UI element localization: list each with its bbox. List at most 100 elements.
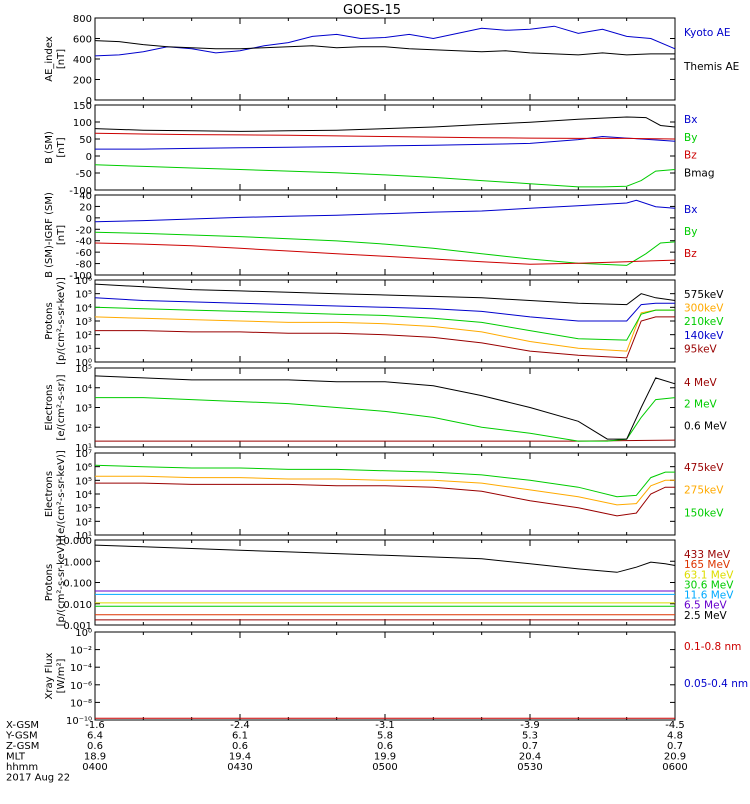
footer-value: 20.9 — [664, 752, 686, 763]
legend-label: 4 MeV — [684, 377, 718, 389]
legend-label: 0.1-0.8 nm — [684, 641, 741, 653]
series-line-2-5-mev — [94, 544, 676, 573]
footer-value: 0500 — [372, 762, 397, 773]
y-tick-label: 50 — [79, 135, 92, 146]
series-line-475kev — [95, 482, 675, 517]
y-tick-label: 10⁻² — [70, 646, 92, 657]
footer-value: 0600 — [662, 762, 687, 773]
panel-frame — [94, 17, 676, 101]
y-axis-label: [nT] — [56, 49, 67, 69]
series-line-575kev — [94, 283, 676, 306]
y-axis-label: [e/(cm²-s-sr-keV)] — [56, 450, 67, 538]
plot-title: GOES-15 — [343, 3, 401, 18]
legend-label: 0.6 MeV — [684, 420, 728, 432]
legend-label: By — [684, 226, 697, 238]
legend-label: 11.6 MeV — [684, 590, 734, 602]
y-tick-label: -100 — [69, 271, 92, 282]
footer-value: -3.1 — [375, 720, 395, 731]
y-tick-label: 10⁴ — [75, 490, 92, 501]
legend-label: 575keV — [684, 289, 724, 301]
y-tick-label: 10⁵ — [75, 364, 92, 375]
y-tick-label: 0 — [86, 214, 92, 225]
y-tick-label: 600 — [73, 35, 92, 46]
legend-label: 95keV — [684, 343, 718, 355]
series-line-bz — [94, 132, 676, 140]
y-tick-label: 0.001 — [63, 621, 92, 632]
y-axis-label: [e/(cm²-s-sr)] — [56, 374, 67, 440]
series-line-210kev — [94, 306, 675, 341]
footer-value: 6.4 — [87, 731, 103, 742]
y-tick-label: -100 — [69, 186, 92, 197]
series-line-140kev — [94, 297, 675, 322]
panel-frame — [94, 104, 676, 191]
y-axis-label: Protons — [44, 302, 55, 339]
legend-label: 165 MeV — [684, 559, 731, 571]
footer-value: 0.7 — [667, 741, 683, 752]
panel-6: 10¹ 10² 10³ 10⁴ 10⁵ 10⁶ 10⁷ Electrons [e/(cm²-s-… — [44, 449, 724, 542]
legend-label: Bmag — [684, 167, 715, 179]
y-tick-label: 10² — [75, 423, 92, 434]
legend-label: 150keV — [684, 507, 724, 519]
panel-8: 10⁻¹⁰ 10⁻⁸ 10⁻⁶ 10⁻⁴ 10⁻² 10⁰ Xray Flux [W/m²] 0… — [44, 628, 748, 727]
y-tick-label: 0.100 — [63, 579, 92, 590]
y-tick-label: 10⁻¹⁰ — [66, 716, 92, 727]
y-tick-label: 10⁶ — [75, 276, 92, 287]
legend-label: 0.05-0.4 nm — [684, 678, 748, 690]
series-line-0-6-mev — [94, 375, 676, 440]
series-line-150kev — [94, 464, 675, 498]
y-tick-label: 10⁷ — [75, 449, 92, 460]
y-tick-label: 200 — [73, 76, 92, 87]
series-line-bmag — [94, 116, 676, 132]
y-axis-label: B (SM)-IGRF (SM) — [44, 192, 55, 278]
series-line-275kev — [95, 475, 675, 506]
y-tick-label: 10² — [75, 331, 92, 342]
footer-date: 2017 Aug 22 — [6, 773, 70, 784]
y-axis-label: [nT] — [56, 225, 67, 245]
footer-row-label: Y-GSM — [5, 731, 38, 742]
y-tick-label: 10⁵ — [75, 290, 92, 301]
y-tick-label: 10¹ — [75, 531, 92, 542]
y-axis-label: [p/(cm²-s-sr-keV)] — [56, 539, 67, 627]
footer-value: 18.9 — [84, 752, 106, 763]
panel-4: 10⁰ 10¹ 10² 10³ 10⁴ 10⁵ 10⁶ Protons [p/(cm²-s-sr… — [44, 276, 724, 369]
y-tick-label: 10⁰ — [75, 628, 92, 639]
y-tick-label: 10³ — [75, 504, 92, 515]
footer-value: 0430 — [227, 762, 252, 773]
legend-label: Bz — [684, 150, 697, 162]
y-tick-label: -50 — [76, 169, 92, 180]
series-line-by — [94, 164, 676, 188]
y-tick-label: 400 — [73, 55, 92, 66]
y-tick-label: 1.000 — [63, 557, 92, 568]
panel-frame — [94, 631, 676, 721]
y-tick-label: 10⁴ — [75, 384, 92, 395]
legend-label: 300keV — [684, 303, 724, 315]
y-tick-label: 10⁻⁶ — [70, 681, 92, 692]
y-tick-label: 0.010 — [63, 600, 92, 611]
y-axis-label: B (SM) — [44, 131, 55, 164]
y-tick-label: 10¹ — [75, 344, 92, 355]
y-axis-label: Protons — [44, 564, 55, 601]
y-tick-label: 10⁶ — [75, 463, 92, 474]
footer-value: 0.7 — [522, 741, 538, 752]
footer-value: -3.9 — [520, 720, 540, 731]
footer-value: 6.1 — [232, 731, 248, 742]
y-tick-label: 150 — [73, 101, 92, 112]
legend-label: Kyoto AE — [684, 27, 730, 39]
y-tick-label: 20 — [79, 202, 92, 213]
footer-value: 0.6 — [232, 741, 248, 752]
y-tick-label: 0 — [86, 96, 92, 107]
legend-label: 433 MeV — [684, 549, 731, 561]
footer-row-label: X-GSM — [6, 720, 39, 731]
footer-value: 19.4 — [229, 752, 251, 763]
series-line-kyoto-ae — [94, 25, 676, 57]
y-axis-label: Electrons — [44, 384, 55, 430]
legend-label: 140keV — [684, 330, 724, 342]
panel-frame — [94, 452, 676, 536]
panel-7: 0.001 0.010 0.100 1.000 10.000 Protons [p/(cm²… — [44, 536, 734, 632]
legend-label: Themis AE — [683, 61, 739, 73]
footer-table: X-GSM -1.6 -2.4 -3.1 -3.9 -4.5 Y-GSM 6.4 6.1 5.8 5… — [5, 720, 688, 784]
y-tick-label: 10.000 — [57, 536, 92, 547]
y-axis-label: Electrons — [44, 471, 55, 517]
